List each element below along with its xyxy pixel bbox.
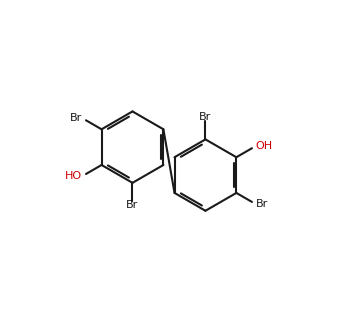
- Text: HO: HO: [65, 171, 82, 181]
- Text: Br: Br: [126, 200, 138, 210]
- Text: OH: OH: [256, 141, 273, 151]
- Text: Br: Br: [70, 113, 82, 123]
- Text: Br: Br: [199, 112, 212, 122]
- Text: Br: Br: [256, 199, 268, 209]
